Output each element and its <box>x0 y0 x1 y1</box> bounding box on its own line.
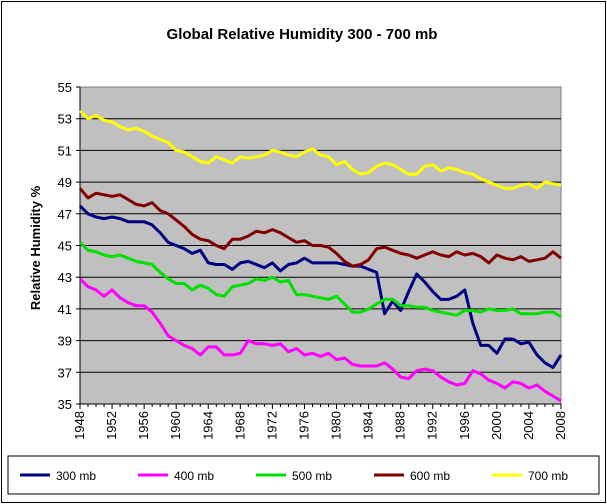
x-tick-label: 1996 <box>457 411 472 440</box>
y-tick-label: 45 <box>58 239 72 254</box>
y-tick-label: 53 <box>58 112 72 127</box>
legend: 300 mb 400 mb 500 mb 600 mb 700 mb <box>20 469 568 483</box>
legend-label-500-mb: 500 mb <box>292 469 332 483</box>
series-line-300-mb <box>78 204 563 369</box>
y-tick-label: 51 <box>58 143 72 158</box>
y-tick-label: 37 <box>58 365 72 380</box>
x-tick-label: 1988 <box>393 411 408 440</box>
y-tick-label: 35 <box>58 397 72 412</box>
legend-label-400-mb: 400 mb <box>174 469 214 483</box>
x-tick-label: 1968 <box>232 411 247 440</box>
series-line-700-mb <box>78 109 562 190</box>
y-tick-label: 49 <box>58 175 72 190</box>
x-tick-label: 1964 <box>200 411 215 440</box>
x-tick-label: 1948 <box>72 411 87 440</box>
series-line-500-mb <box>78 241 562 319</box>
x-tick-label: 1960 <box>168 411 183 440</box>
x-tick-label: 1952 <box>104 411 119 440</box>
x-tick-label: 2000 <box>489 411 504 440</box>
legend-label-600-mb: 600 mb <box>410 469 450 483</box>
y-tick-label: 39 <box>58 334 72 349</box>
x-tick-label: 1956 <box>136 411 151 440</box>
x-tick-label: 2004 <box>521 411 536 440</box>
y-tick-label: 41 <box>58 302 72 317</box>
series-line-400-mb <box>78 277 562 403</box>
legend-label-300-mb: 300 mb <box>56 469 96 483</box>
y-axis: 35 37 39 41 43 45 47 49 51 53 55 <box>58 80 81 412</box>
x-tick-label: 1980 <box>329 411 344 440</box>
y-axis-label: Relative Humidity % <box>28 185 43 310</box>
chart-title: Global Relative Humidity 300 - 700 mb <box>167 26 438 43</box>
x-tick-label: 1984 <box>361 411 376 440</box>
series-lines <box>78 109 563 403</box>
x-tick-label: 1992 <box>425 411 440 440</box>
legend-label-700-mb: 700 mb <box>528 469 568 483</box>
x-tick-label: 2008 <box>553 411 568 440</box>
series-line-600-mb <box>78 187 562 268</box>
x-tick-label: 1972 <box>264 411 279 440</box>
y-tick-label: 55 <box>58 80 72 95</box>
x-axis: 1948 1952 1956 1960 1964 1968 1972 1976 1980 1984… <box>72 403 568 440</box>
y-tick-label: 47 <box>58 207 72 222</box>
y-tick-label: 43 <box>58 270 72 285</box>
x-tick-label: 1976 <box>296 411 311 440</box>
